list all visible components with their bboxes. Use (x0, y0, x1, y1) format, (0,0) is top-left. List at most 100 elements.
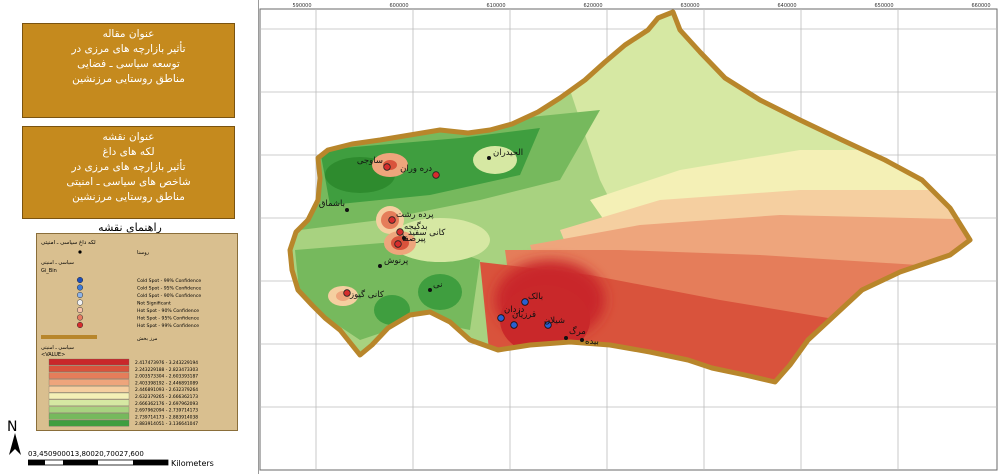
village-point (428, 288, 432, 292)
village-point (345, 208, 349, 212)
map-title-heading: عنوان نقشه (102, 131, 155, 143)
raster-class-label: 2.666362176 - 2.697962093 (135, 401, 198, 407)
village-hotspot-marker (396, 228, 404, 236)
village-point (378, 264, 382, 268)
x-tick-label: 630000 (680, 3, 699, 9)
village-coldspot-marker (521, 298, 529, 306)
village-label: دزدان (504, 305, 524, 315)
village-coldspot-marker (544, 321, 552, 329)
hotspot-legend: Cold Spot - 99% Confidence Cold Spot - 95… (76, 276, 201, 329)
article-title-box: عنوان مقاله تأثیر بازارچه های مرزی در تو… (22, 23, 235, 118)
village-label: بیده (585, 337, 599, 347)
village-label: پرنوش (384, 256, 409, 266)
x-tick-label: 620000 (583, 3, 602, 9)
village-label: مرگ (569, 327, 586, 337)
village-coldspot-marker (510, 321, 518, 329)
hotspot-label: Not Significant (137, 301, 171, 307)
raster-class-label: 2.003573304 - 2.603393187 (135, 374, 198, 380)
raster-class-swatch (48, 386, 130, 393)
boundary-label: مرز بخش (137, 336, 158, 342)
raster-class-swatch (48, 392, 130, 400)
village-point (487, 156, 491, 160)
raster-unit: <VALUE> (41, 352, 65, 358)
hotspot-label: Hot Spot - 95% Confidence (137, 316, 199, 322)
raster-class-label: 2.697962094 - 2.739714173 (135, 408, 198, 414)
hotspot-label: Hot Spot - 90% Confidence (137, 308, 199, 314)
hotspot-label: Cold Spot - 90% Confidence (137, 293, 201, 299)
village-point (580, 338, 584, 342)
raster-class-label: 2.632379265 - 2.666362173 (135, 394, 198, 400)
raster-class-swatch (48, 406, 130, 413)
hotspot-symbol (76, 284, 84, 291)
hotspot-label: Cold Spot - 99% Confidence (137, 278, 201, 284)
x-tick-label: 640000 (777, 3, 796, 9)
map-legend: لکه داغ سیاسی ـ امنیتی روستا سیاسی ـ امن… (36, 233, 238, 431)
article-heading: عنوان مقاله (102, 28, 155, 40)
village-hotspot-marker (388, 216, 396, 224)
village-label: کانی سفید (408, 228, 446, 238)
scale-segment (63, 460, 98, 465)
raster-class-label: 2.403398192 - 2.446891089 (135, 380, 198, 386)
village-hotspot-marker (432, 171, 440, 179)
village-label: نی (433, 280, 442, 290)
raster-class-swatch (48, 372, 130, 379)
village-label: قرزیان (512, 310, 536, 320)
legend-title: راهنمای نقشه (98, 221, 162, 234)
scale-segment (28, 460, 45, 465)
hotspot-label: Hot Spot - 99% Confidence (137, 323, 199, 329)
raster-title: سیاسی ـ امنیتی (41, 345, 74, 351)
village-point-symbol (78, 250, 82, 254)
x-tick-label: 600000 (389, 3, 408, 9)
x-tick-labels: 590000 600000 610000 620000 630000 64000… (292, 3, 990, 9)
village-label: دره وران (400, 164, 432, 174)
raster-class-label: 2.883914051 - 3.136641047 (135, 421, 198, 427)
village-label: کانی گیوز (349, 289, 385, 300)
cold-zone (418, 274, 462, 310)
raster-class-swatch (48, 358, 130, 366)
legend-section-2: سیاسی ـ امنیتی (41, 260, 74, 266)
scale-bar: 03,450900013,80020,70027,600 Kilometers (28, 450, 214, 468)
north-arrow: N (7, 419, 21, 455)
village-hotspot-marker (383, 163, 391, 171)
map-title-line-1: لکه های داغ (102, 146, 155, 158)
surface-band (390, 218, 490, 262)
legend-unit: Gi_Bin (41, 268, 57, 274)
village-label: پرده رشت (396, 210, 434, 220)
raster-class-swatch (48, 365, 130, 372)
village-label: باشماق (319, 199, 345, 209)
hotspot-symbol (76, 291, 84, 299)
raster-class-label: 2.417473976 - 3.243229194 (135, 360, 198, 366)
village-label: بدگیجه (404, 221, 427, 232)
north-label: N (7, 419, 17, 435)
raster-class-swatch (48, 420, 130, 427)
surface-band (473, 146, 517, 174)
x-tick-label: 660000 (971, 3, 990, 9)
north-arrow-icon (9, 433, 21, 455)
scale-numbers: 03,450900013,80020,70027,600 (28, 450, 144, 458)
map-title-box: عنوان نقشه لکه های داغ تأثیر بازارچه های… (22, 126, 235, 219)
x-tick-label: 590000 (292, 3, 311, 9)
village-point (564, 336, 568, 340)
legend-header: لکه داغ سیاسی ـ امنیتی (41, 239, 96, 246)
village-label: بالک (528, 292, 543, 302)
village-label: شیلان (544, 316, 565, 326)
hotspot-label: Cold Spot - 95% Confidence (137, 286, 201, 292)
village-label: الحیدران (493, 148, 523, 158)
village-coldspot-marker (497, 314, 505, 322)
surface-band (480, 262, 970, 382)
hotspot-symbol (76, 321, 84, 329)
hotspot-symbol (76, 299, 84, 306)
raster-class-label: 2.739714173 - 2.883914038 (135, 414, 198, 420)
village-label: ساوجی (357, 156, 383, 166)
article-line-3: مناطق روستایی مرزنشین (72, 73, 185, 85)
raster-class-swatch (48, 399, 130, 406)
village-layer: الحیدران ساوجی دره وران باشماق پرده رشتبدگیج… (319, 148, 599, 347)
x-tick-label: 650000 (874, 3, 893, 9)
scale-unit: Kilometers (171, 459, 214, 468)
legend-sub-header: روستا (137, 250, 150, 256)
hotspot-symbol (76, 306, 84, 314)
article-line-2: توسعه سیاسی ـ فضایی (77, 58, 180, 70)
legend-graphic: لکه داغ سیاسی ـ امنیتی روستا سیاسی ـ امن… (41, 239, 201, 427)
map-sidebar: عنوان مقاله تأثیر بازارچه های مرزی در تو… (0, 0, 259, 474)
